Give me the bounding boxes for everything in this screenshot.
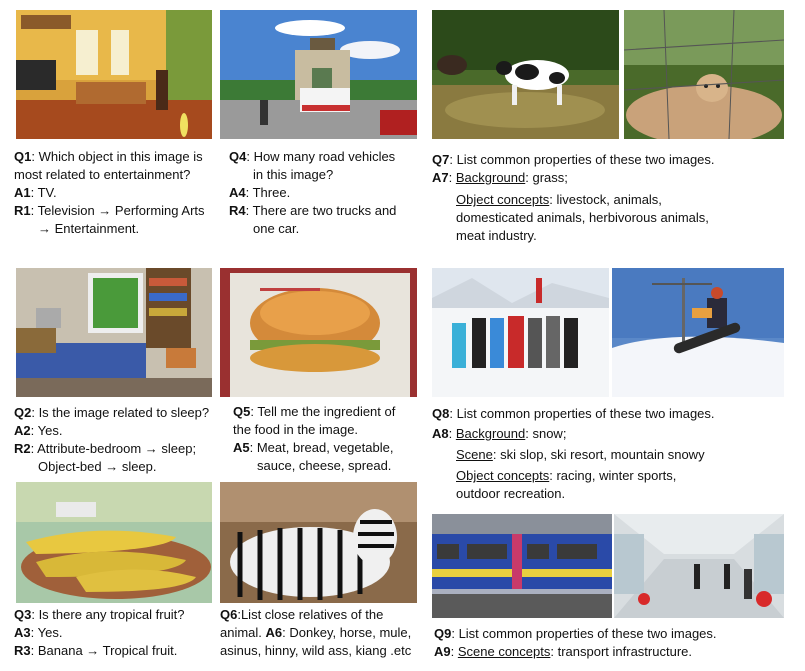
q1-question-cont: most related to entertainment? [14, 167, 191, 182]
r4-label: R4 [229, 203, 246, 218]
caption-q8: Q8: List common properties of these two … [432, 406, 715, 501]
image-sheep [624, 10, 784, 139]
q7-question: : List common properties of these two im… [449, 152, 715, 167]
r2-reason-cont: Object-bed → sleep. [38, 459, 157, 474]
caption-q5: Q5: Tell me the ingredient of the food i… [233, 403, 395, 475]
image-snowboarder [612, 268, 784, 397]
image-bedroom [16, 268, 212, 397]
q2-question: : Is the image related to sleep? [31, 405, 210, 420]
a4-answer: : Three. [245, 185, 291, 200]
a5-answer-cont: sauce, cheese, spread. [257, 458, 392, 473]
q9-question: : List common properties of these two im… [451, 626, 717, 641]
a8-background-label: Background [455, 426, 526, 441]
a6-answer: : Donkey, horse, mule, [282, 625, 412, 640]
r2-reason: : Attribute-bedroom → sleep; [30, 441, 197, 456]
caption-q6: Q6:List close relatives of the animal. A… [220, 606, 411, 660]
r4-reason-cont: one car. [253, 221, 300, 236]
caption-q2: Q2: Is the image related to sleep? A2: Y… [14, 404, 209, 476]
caption-q3: Q3: Is there any tropical fruit? A3: Yes… [14, 606, 185, 660]
q3-label: Q3 [14, 607, 32, 622]
image-train [432, 514, 612, 618]
image-skiers [432, 268, 609, 397]
q2-label: Q2 [14, 405, 32, 420]
r1-reason: : Television → Performing Arts [30, 203, 205, 218]
image-burger [220, 268, 417, 397]
q3-question: : Is there any tropical fruit? [31, 607, 185, 622]
q5-question: : Tell me the ingredient of [250, 404, 396, 419]
r1-reason-cont: → Entertainment. [38, 221, 140, 236]
r4-reason: : There are two trucks and [245, 203, 397, 218]
a8-background: : snow; [525, 426, 567, 441]
q8-label: Q8 [432, 406, 450, 421]
caption-q9: Q9: List common properties of these two … [434, 626, 717, 659]
q5-label: Q5 [233, 404, 251, 419]
image-street-arch [220, 10, 417, 139]
a8-objects: : racing, winter sports, [549, 468, 677, 483]
image-living-room [16, 10, 212, 139]
a8-scene-label: Scene [456, 447, 493, 462]
q6-question: :List close relatives of the [237, 607, 384, 622]
a2-answer: : Yes. [30, 423, 63, 438]
image-bananas [16, 482, 212, 603]
q6-question-cont: animal. [220, 625, 266, 640]
caption-q4: Q4: How many road vehicles in this image… [229, 148, 396, 238]
a5-label: A5 [233, 440, 250, 455]
q1-label: Q1 [14, 149, 32, 164]
q6-label: Q6 [220, 607, 238, 622]
q7-label: Q7 [432, 152, 450, 167]
q4-label: Q4 [229, 149, 247, 164]
a8-label: A8 [432, 426, 449, 441]
a4-label: A4 [229, 185, 246, 200]
q1-question: : Which object in this image is [31, 149, 203, 164]
image-airport-corridor [614, 514, 784, 618]
r1-label: R1 [14, 203, 31, 218]
a6-label: A6 [265, 625, 283, 640]
a8-object-label: Object concepts [456, 468, 550, 483]
r3-reason: : Banana → Tropical fruit. [30, 643, 178, 658]
a7-objects-cont: domesticated animals, herbivorous animal… [456, 210, 709, 225]
a7-object-label: Object concepts [456, 192, 550, 207]
q4-question-cont: in this image? [253, 167, 334, 182]
a9-scene: : transport infrastructure. [550, 644, 692, 659]
a1-label: A1 [14, 185, 31, 200]
caption-q7: Q7: List common properties of these two … [432, 152, 715, 243]
a8-scene: : ski slop, ski resort, mountain snowy [492, 447, 705, 462]
a2-label: A2 [14, 423, 31, 438]
a1-answer: : TV. [30, 185, 57, 200]
q5-question-cont: the food in the image. [233, 422, 359, 437]
a9-scene-label: Scene concepts [457, 644, 551, 659]
a5-answer: : Meat, bread, vegetable, [249, 440, 394, 455]
a3-label: A3 [14, 625, 31, 640]
a7-background-label: Background [455, 170, 526, 185]
image-zebra [220, 482, 417, 603]
a7-objects-cont2: meat industry. [456, 228, 537, 243]
r2-label: R2 [14, 441, 31, 456]
q4-question: : How many road vehicles [246, 149, 396, 164]
a7-label: A7 [432, 170, 449, 185]
a3-answer: : Yes. [30, 625, 63, 640]
q8-question: : List common properties of these two im… [449, 406, 715, 421]
a7-objects: : livestock, animals, [549, 192, 662, 207]
a7-background: : grass; [525, 170, 568, 185]
q9-label: Q9 [434, 626, 452, 641]
a6-answer-cont: asinus, hinny, wild ass, kiang .etc [220, 643, 412, 658]
a9-label: A9 [434, 644, 451, 659]
a8-objects-cont: outdoor recreation. [456, 486, 566, 501]
image-cow [432, 10, 619, 139]
caption-q1: Q1: Which object in this image is most r… [14, 148, 205, 238]
r3-label: R3 [14, 643, 31, 658]
